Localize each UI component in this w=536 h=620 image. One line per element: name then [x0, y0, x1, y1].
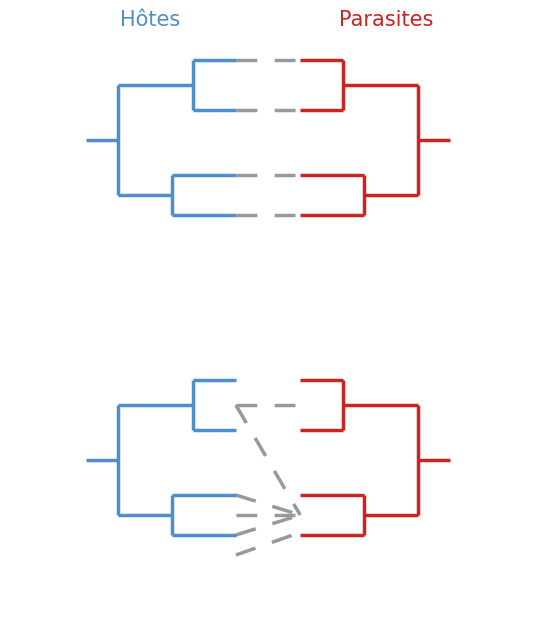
Text: Hôtes: Hôtes	[120, 10, 180, 30]
Text: Parasites: Parasites	[339, 10, 433, 30]
